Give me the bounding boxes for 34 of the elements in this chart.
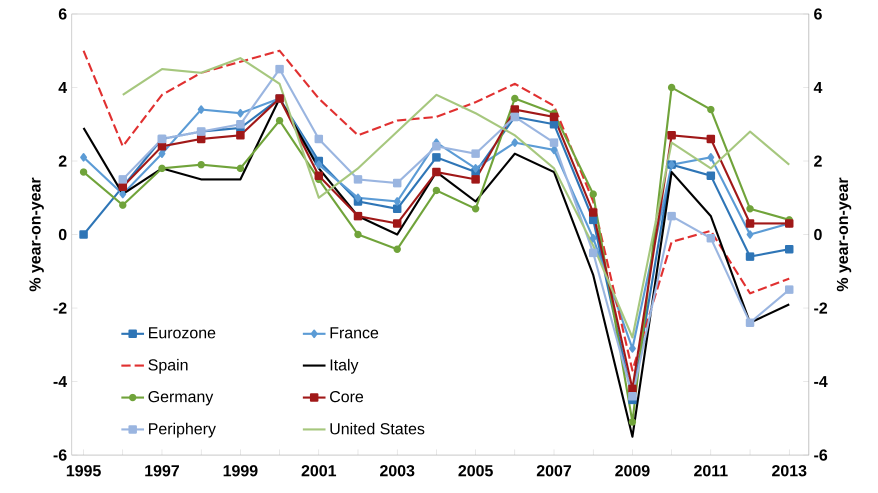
- x-tick-label: 2003: [380, 465, 414, 476]
- y-tick-label: 6: [58, 8, 67, 20]
- y2-tick-label: 0: [814, 228, 822, 240]
- y-tick-label: 2: [58, 156, 66, 167]
- y2-tick-label: -4: [814, 376, 828, 388]
- y-tick-label: -2: [54, 302, 66, 314]
- y2-tick-label: -6: [814, 449, 828, 461]
- x-tick-label: 2013: [772, 465, 806, 476]
- y-tick-label: 4: [58, 82, 68, 94]
- y2-tick-label: 6: [814, 8, 822, 20]
- legend-label: Core: [330, 391, 364, 402]
- x-tick-label: 1999: [224, 465, 258, 476]
- y2-axis-title: % year-on-year: [836, 178, 852, 292]
- legend-label: Spain: [148, 358, 188, 374]
- y2-tick-label: 4: [814, 82, 822, 94]
- legend-label: Italy: [330, 358, 358, 374]
- y-tick-label: -6: [54, 449, 67, 461]
- x-tick-label: 2005: [458, 465, 493, 476]
- x-tick-label: 2009: [615, 465, 650, 476]
- x-tick-label: 2007: [536, 465, 572, 476]
- y-axis-title: % year-on-year: [29, 178, 44, 292]
- y2-tick-label: 2: [814, 156, 822, 167]
- legend-label: Germany: [148, 391, 214, 406]
- x-tick-label: 2011: [694, 465, 728, 476]
- x-tick-label: 1997: [145, 465, 180, 476]
- y-tick-label: -4: [54, 376, 68, 388]
- legend-label: France: [330, 327, 378, 338]
- x-tick-label: 1995: [66, 465, 101, 476]
- legend-label: Periphery: [149, 422, 216, 438]
- y-tick-label: 0: [58, 228, 66, 240]
- y2-tick-label: -2: [814, 302, 828, 314]
- legend-label: United States: [330, 422, 424, 434]
- x-tick-label: 2001: [302, 465, 336, 476]
- legend-label: Eurozone: [149, 327, 216, 338]
